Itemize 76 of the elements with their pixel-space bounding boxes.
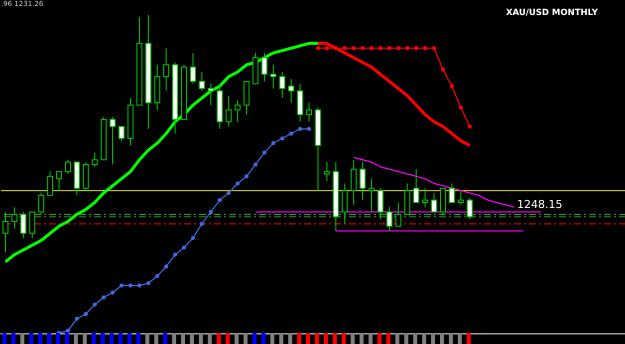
- point: [182, 246, 186, 250]
- point: [253, 162, 258, 166]
- candlestick: [92, 152, 98, 168]
- candlestick: [297, 83, 304, 122]
- candlestick: [324, 162, 330, 182]
- point: [440, 68, 445, 72]
- point: [360, 46, 365, 50]
- candlestick: [20, 211, 26, 239]
- candlestick: [270, 64, 276, 90]
- point: [396, 46, 400, 50]
- point: [423, 46, 428, 50]
- candlestick: [368, 178, 375, 212]
- point: [307, 126, 312, 131]
- candlestick: [29, 211, 36, 239]
- candlestick: [190, 52, 196, 84]
- candlestick: [440, 188, 446, 215]
- candlestick: [261, 52, 268, 82]
- chart-title: XAU/USD MONTHLY: [506, 8, 599, 18]
- candlestick: [82, 162, 89, 192]
- candlestick: [47, 171, 54, 196]
- point: [370, 46, 374, 50]
- candlestick: [342, 182, 348, 224]
- point: [226, 190, 231, 195]
- candlestick: [448, 182, 455, 203]
- candlestick: [244, 80, 250, 116]
- candlestick: [404, 182, 410, 215]
- point: [289, 132, 294, 136]
- annotation: 1248.15: [517, 198, 562, 211]
- candlestick: [350, 159, 357, 206]
- candlestick: [413, 168, 420, 203]
- point: [342, 46, 347, 50]
- candlestick: [234, 100, 241, 122]
- point: [262, 150, 266, 155]
- point: [298, 126, 302, 131]
- candlestick: [288, 78, 294, 104]
- candlestick: [118, 126, 125, 142]
- point: [405, 46, 410, 50]
- point: [236, 181, 240, 186]
- candlestick: [56, 171, 62, 192]
- candlestick: [11, 206, 18, 230]
- candlestick: [386, 206, 392, 232]
- point: [334, 46, 338, 50]
- candlestick: [360, 162, 366, 201]
- candlestick: [279, 71, 286, 99]
- point: [468, 124, 472, 128]
- candlestick: [377, 188, 384, 220]
- point: [280, 136, 284, 140]
- candlestick: [226, 95, 232, 128]
- point: [173, 252, 178, 257]
- point: [316, 46, 320, 50]
- point: [458, 106, 463, 110]
- point: [208, 210, 213, 214]
- candlestick: [431, 192, 438, 212]
- point: [378, 46, 382, 50]
- candlestick: [466, 197, 473, 220]
- candlestick: [110, 116, 116, 165]
- point: [450, 84, 454, 88]
- candlestick: [38, 192, 44, 215]
- point: [200, 222, 204, 226]
- candlestick: [306, 102, 312, 122]
- candlestick: [64, 159, 71, 174]
- candlestick: [422, 188, 428, 208]
- point: [218, 198, 222, 202]
- point: [352, 46, 356, 50]
- point: [414, 46, 418, 50]
- candlestick: [395, 202, 402, 227]
- candlestick: [458, 190, 464, 206]
- candlestick: [163, 48, 170, 92]
- point: [271, 141, 276, 146]
- point: [190, 236, 195, 240]
- point: [432, 46, 436, 50]
- candlestick: [208, 83, 214, 106]
- point: [324, 46, 329, 50]
- point: [387, 46, 392, 50]
- candlestick: [198, 71, 205, 92]
- point: [244, 174, 249, 178]
